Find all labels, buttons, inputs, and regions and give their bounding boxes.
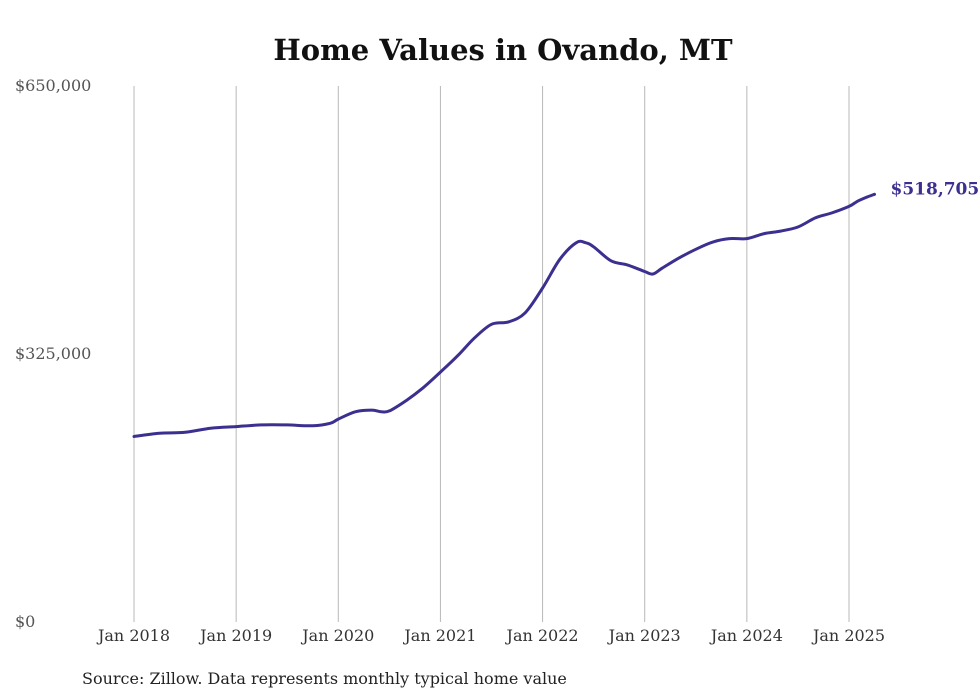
data-point	[728, 237, 731, 240]
latest-value-label: $518,705	[891, 179, 980, 199]
x-tick-label: Jan 2018	[96, 626, 170, 645]
data-point	[456, 354, 459, 357]
x-tick-label: Jan 2021	[402, 626, 476, 645]
x-tick-label: Jan 2024	[709, 626, 783, 645]
data-point	[286, 423, 289, 426]
data-point	[422, 386, 425, 389]
data-point	[592, 245, 595, 248]
home-value-line	[132, 192, 876, 438]
series-layer	[132, 192, 876, 438]
data-point	[694, 248, 697, 251]
y-axis: $0 $325,000 $650,000	[15, 76, 91, 631]
data-point	[371, 409, 374, 412]
data-point	[541, 287, 544, 290]
x-tick-label: Jan 2022	[505, 626, 579, 645]
data-point	[490, 323, 493, 326]
x-tick-label: Jan 2020	[300, 626, 374, 645]
data-point	[354, 410, 357, 413]
source-note: Source: Zillow. Data represents monthly …	[82, 669, 567, 688]
data-point	[158, 432, 161, 435]
data-point	[337, 418, 340, 421]
data-point	[184, 431, 187, 434]
data-point	[473, 337, 476, 340]
data-point	[856, 200, 859, 203]
data-point	[848, 205, 851, 208]
x-axis: Jan 2018 Jan 2019 Jan 2020 Jan 2021 Jan 2022…	[96, 626, 885, 645]
gridlines	[133, 86, 850, 622]
data-point	[626, 263, 629, 266]
chart-title: Home Values in Ovando, MT	[273, 33, 733, 67]
data-point	[405, 399, 408, 402]
x-tick-label: Jan 2025	[811, 626, 885, 645]
y-tick-label: $325,000	[15, 344, 91, 363]
data-point	[575, 241, 578, 244]
y-tick-label: $0	[15, 612, 35, 631]
data-point	[712, 240, 715, 243]
y-tick-label: $650,000	[15, 76, 91, 95]
data-point	[763, 232, 766, 235]
data-point	[507, 320, 510, 323]
data-point	[610, 259, 613, 262]
x-tick-label: Jan 2019	[198, 626, 272, 645]
data-point	[745, 237, 748, 240]
data-point	[661, 267, 664, 270]
data-point	[830, 212, 833, 215]
x-tick-label: Jan 2023	[607, 626, 681, 645]
data-point	[235, 425, 238, 428]
data-point	[439, 371, 442, 374]
data-point	[865, 196, 868, 199]
data-point	[796, 226, 799, 229]
data-point	[651, 273, 654, 276]
data-point	[558, 258, 561, 261]
data-point	[209, 427, 212, 430]
data-point	[779, 230, 782, 233]
data-point	[388, 409, 391, 412]
data-point	[643, 270, 646, 273]
data-point	[380, 410, 383, 413]
data-point	[311, 424, 314, 427]
data-point	[524, 311, 527, 314]
data-point	[133, 435, 136, 438]
data-point	[329, 422, 332, 425]
data-point	[814, 216, 817, 219]
data-point	[677, 257, 680, 260]
data-point	[873, 193, 876, 196]
data-point	[260, 423, 263, 426]
data-point	[584, 241, 587, 244]
